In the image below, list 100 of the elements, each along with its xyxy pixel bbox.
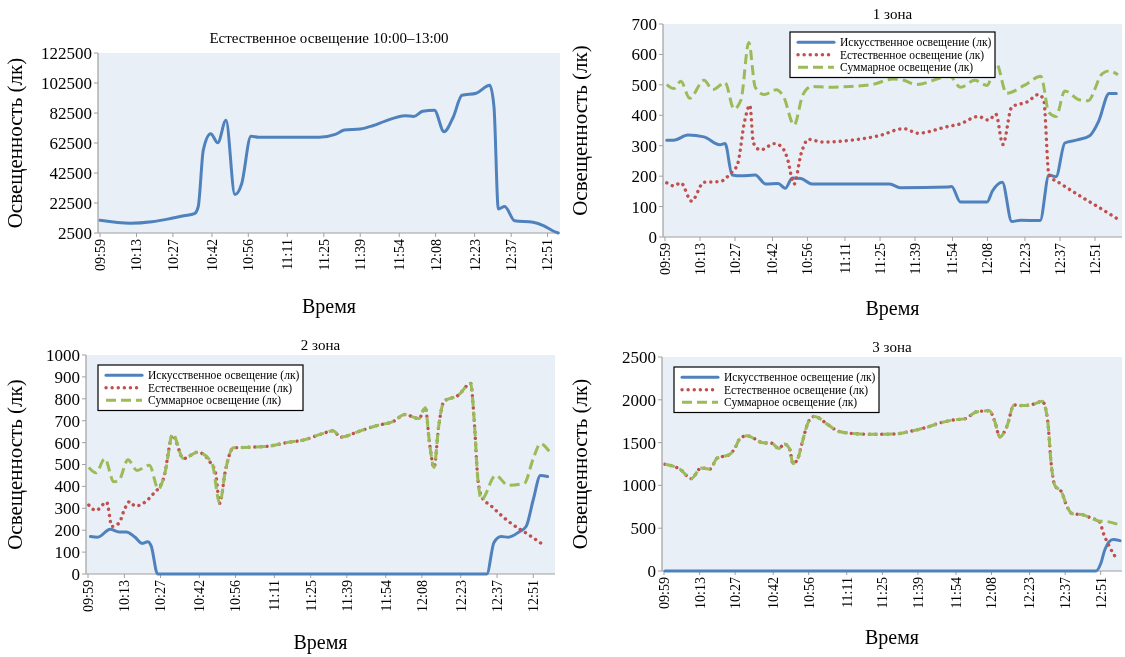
legend-label: Естественное освещение (лк) <box>724 383 869 397</box>
chart-title: 1 зона <box>872 6 913 22</box>
y-tick-label: 100 <box>631 197 657 217</box>
x-tick-label: 12:23 <box>467 239 483 271</box>
x-tick-label: 12:23 <box>453 580 469 612</box>
y-tick-label: 500 <box>630 519 656 539</box>
y-tick-label: 500 <box>54 455 80 475</box>
legend-label: Естественное освещение (лк) <box>148 381 293 395</box>
y-tick-label: 2500 <box>58 223 92 243</box>
x-tick-label: 11:54 <box>948 577 964 609</box>
y-tick-label: 2500 <box>622 347 656 367</box>
y-tick-label: 700 <box>54 411 80 431</box>
x-tick-label: 11:39 <box>910 577 926 609</box>
x-tick-label: 10:56 <box>228 580 244 612</box>
x-tick-label: 11:39 <box>353 239 369 271</box>
x-tick-label: 12:51 <box>1093 577 1109 609</box>
y-tick-label: 200 <box>631 167 657 187</box>
y-tick-label: 0 <box>71 564 80 584</box>
x-tick-label: 09:59 <box>657 243 673 275</box>
x-tick-label: 10:42 <box>192 580 208 612</box>
x-tick-label: 09:59 <box>80 580 96 612</box>
y-axis-title: Освещенность (лк) <box>568 378 592 550</box>
x-tick-label: 11:54 <box>378 580 394 612</box>
legend-label: Суммарное освещение (лк) <box>148 394 282 408</box>
x-tick-label: 12:37 <box>504 239 520 271</box>
x-tick-label: 10:13 <box>692 577 708 609</box>
y-tick-label: 300 <box>54 499 80 519</box>
x-tick-label: 11:25 <box>875 577 891 609</box>
x-tick-label: 12:08 <box>414 580 430 612</box>
x-tick-label: 10:27 <box>165 239 181 271</box>
x-tick-label: 11:25 <box>316 239 332 271</box>
y-tick-label: 1000 <box>622 476 656 496</box>
chart-title: Естественное освещение 10:00–13:00 <box>209 30 449 46</box>
x-tick-label: 10:27 <box>727 243 743 275</box>
y-tick-label: 200 <box>54 521 80 541</box>
x-tick-label: 11:39 <box>339 580 355 612</box>
y-tick-label: 0 <box>648 227 657 247</box>
x-axis-title: Время <box>865 297 920 320</box>
legend-label: Искусственное освещение (лк) <box>148 369 300 383</box>
x-tick-label: 11:11 <box>280 239 296 270</box>
y-tick-label: 2000 <box>622 390 656 410</box>
y-axis-title: Освещенность (лк) <box>568 45 592 216</box>
y-tick-label: 800 <box>54 389 80 409</box>
y-tick-label: 42500 <box>49 163 92 183</box>
x-tick-label: 11:11 <box>267 580 283 611</box>
x-tick-label: 11:54 <box>392 239 408 271</box>
x-tick-label: 11:11 <box>837 243 853 274</box>
x-tick-label: 12:37 <box>1058 577 1074 609</box>
x-tick-label: 12:23 <box>1017 243 1033 275</box>
y-tick-label: 700 <box>631 14 657 34</box>
x-axis-title: Время <box>293 631 348 654</box>
y-tick-label: 62500 <box>49 133 92 153</box>
x-tick-label: 12:08 <box>428 239 444 271</box>
x-tick-label: 10:42 <box>766 577 782 609</box>
x-tick-label: 11:25 <box>303 580 319 612</box>
x-tick-label: 10:42 <box>204 239 220 271</box>
x-tick-label: 10:56 <box>241 239 257 271</box>
x-tick-label: 10:27 <box>153 580 169 612</box>
x-tick-label: 11:39 <box>907 243 923 275</box>
y-tick-label: 102500 <box>41 73 92 93</box>
legend-label: Искусственное освещение (лк) <box>840 36 992 50</box>
x-tick-label: 09:59 <box>656 577 672 609</box>
y-tick-label: 1500 <box>622 433 656 453</box>
y-axis-title: Освещенность (лк) <box>3 57 27 229</box>
x-axis-title: Время <box>301 295 357 318</box>
y-tick-label: 100 <box>54 543 80 563</box>
x-tick-label: 11:25 <box>872 243 888 275</box>
y-tick-label: 122500 <box>41 43 92 63</box>
x-tick-label: 10:13 <box>129 239 145 271</box>
x-tick-label: 10:56 <box>800 243 816 275</box>
y-tick-label: 400 <box>631 106 657 126</box>
legend-label: Естественное освещение (лк) <box>840 48 985 62</box>
x-tick-label: 10:42 <box>765 243 781 275</box>
y-tick-label: 0 <box>647 561 656 581</box>
x-tick-label: 12:23 <box>1022 577 1038 609</box>
legend-label: Суммарное освещение (лк) <box>724 396 858 410</box>
x-tick-label: 12:51 <box>540 239 556 271</box>
y-tick-label: 600 <box>54 433 80 453</box>
x-tick-label: 10:13 <box>692 243 708 275</box>
x-tick-label: 10:13 <box>117 580 133 612</box>
x-tick-label: 11:54 <box>945 243 961 275</box>
y-tick-label: 600 <box>631 45 657 65</box>
x-tick-label: 12:51 <box>1087 243 1103 275</box>
legend-label: Искусственное освещение (лк) <box>724 371 876 385</box>
x-tick-label: 10:56 <box>801 577 817 609</box>
x-tick-label: 11:11 <box>839 577 855 608</box>
x-tick-label: 12:08 <box>980 243 996 275</box>
legend-label: Суммарное освещение (лк) <box>840 61 974 75</box>
y-tick-label: 500 <box>631 75 657 95</box>
x-tick-label: 10:27 <box>728 577 744 609</box>
x-axis-title: Время <box>864 626 920 649</box>
x-tick-label: 09:59 <box>92 239 108 271</box>
y-tick-label: 82500 <box>49 103 92 123</box>
line-series <box>89 473 550 576</box>
y-tick-label: 300 <box>631 136 657 156</box>
chart-title: 2 зона <box>300 337 341 353</box>
x-tick-label: 12:08 <box>984 577 1000 609</box>
y-axis-title: Освещенность (лк) <box>3 379 27 550</box>
x-tick-label: 12:51 <box>526 580 542 612</box>
x-tick-label: 12:37 <box>1052 243 1068 275</box>
